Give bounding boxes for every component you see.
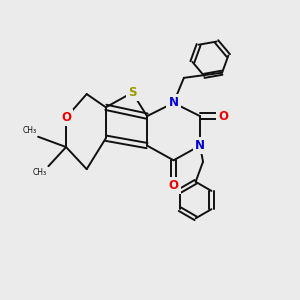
Text: CH₃: CH₃ xyxy=(33,168,47,177)
Text: N: N xyxy=(169,96,178,110)
Text: O: O xyxy=(219,110,229,123)
Text: O: O xyxy=(169,179,178,192)
Text: S: S xyxy=(128,86,136,99)
Text: N: N xyxy=(195,139,205,152)
Text: CH₃: CH₃ xyxy=(22,126,37,135)
Text: O: O xyxy=(61,111,71,124)
